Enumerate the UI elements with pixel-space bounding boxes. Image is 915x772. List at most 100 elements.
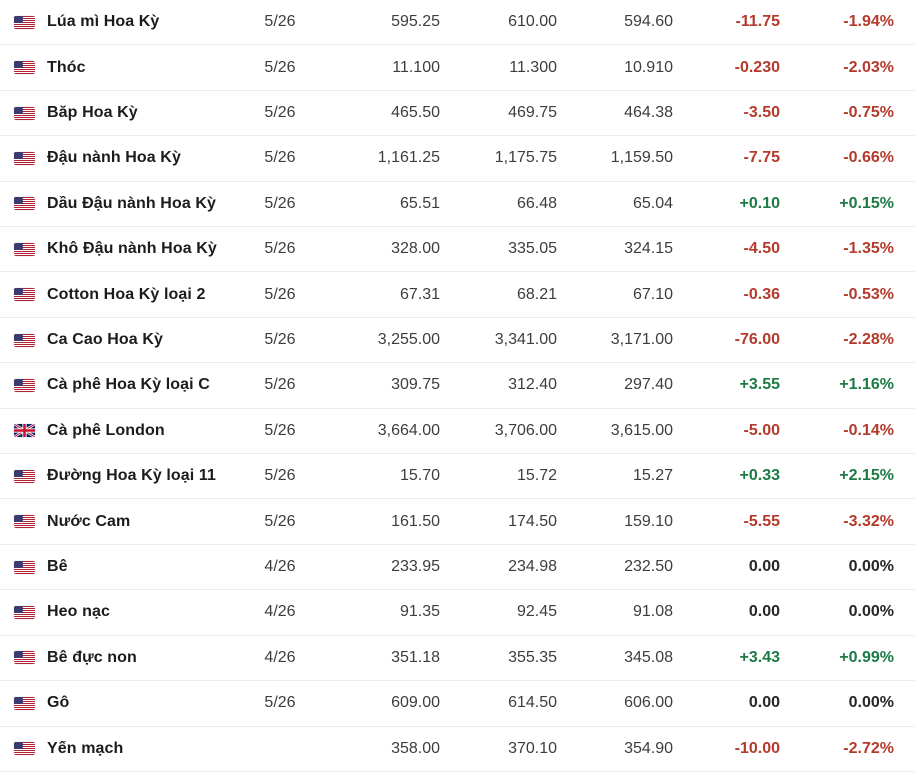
change-percent: +0.15%	[839, 194, 894, 212]
us-flag-icon	[14, 515, 35, 529]
table-row[interactable]: Yến mạch 358.00 370.10 354.90 -10.00 -2.…	[0, 726, 915, 772]
low-price: 67.10	[632, 285, 673, 303]
high-price: 370.10	[508, 739, 557, 757]
table-row[interactable]: Thóc 5/26 11.100 11.300 10.910 -0.230 -2…	[0, 45, 915, 91]
table-row[interactable]: Khô Đậu nành Hoa Kỳ 5/26 328.00 335.05 3…	[0, 227, 915, 273]
us-flag-icon	[14, 242, 35, 256]
high-price: 174.50	[508, 512, 557, 530]
table-row[interactable]: Bê đực non 4/26 351.18 355.35 345.08 +3.…	[0, 635, 915, 682]
low-price: 297.40	[624, 376, 673, 394]
last-price: 3,664.00	[377, 421, 440, 439]
commodity-name-link[interactable]: Heo nạc	[47, 604, 110, 621]
contract-month: 5/26	[264, 104, 296, 122]
table-row[interactable]: Bắp Hoa Kỳ 5/26 465.50 469.75 464.38 -3.…	[0, 90, 915, 137]
table-row[interactable]: Lúa mì Hoa Kỳ 5/26 595.25 610.00 594.60 …	[0, 0, 915, 46]
table-row[interactable]: Cà phê Hoa Kỳ loại C 5/26 309.75 312.40 …	[0, 363, 915, 409]
us-flag-icon	[14, 378, 35, 392]
high-price: 610.00	[508, 13, 557, 31]
us-flag-icon	[14, 288, 35, 302]
last-price: 15.70	[399, 467, 440, 485]
low-price: 1,159.50	[610, 149, 673, 167]
commodity-name-link[interactable]: Khô Đậu nành Hoa Kỳ	[47, 241, 217, 258]
table-row[interactable]: Ca Cao Hoa Kỳ 5/26 3,255.00 3,341.00 3,1…	[0, 317, 915, 364]
us-flag-icon	[14, 469, 35, 483]
change-value: 0.00	[748, 558, 780, 576]
commodity-name-link[interactable]: Cà phê London	[47, 422, 165, 439]
last-price: 233.95	[391, 558, 440, 576]
us-flag-icon	[14, 696, 35, 710]
change-value: +3.43	[739, 648, 780, 666]
table-row[interactable]: Dầu Đậu nành Hoa Kỳ 5/26 65.51 66.48 65.…	[0, 181, 915, 228]
commodity-name-link[interactable]: Ca Cao Hoa Kỳ	[47, 332, 163, 349]
commodity-name-link[interactable]: Gỗ	[47, 695, 70, 712]
contract-month: 5/26	[264, 331, 296, 349]
commodity-name-link[interactable]: Thóc	[47, 59, 86, 76]
change-value: -5.00	[743, 421, 780, 439]
contract-month: 5/26	[264, 13, 296, 31]
table-row[interactable]: Bê 4/26 233.95 234.98 232.50 0.00 0.00%	[0, 544, 915, 591]
table-row[interactable]: Đường Hoa Kỳ loại 11 5/26 15.70 15.72 15…	[0, 454, 915, 500]
low-price: 159.10	[624, 512, 673, 530]
change-value: -3.50	[743, 104, 780, 122]
commodity-name-link[interactable]: Dầu Đậu nành Hoa Kỳ	[47, 195, 217, 212]
commodity-name-link[interactable]: Cà phê Hoa Kỳ loại C	[47, 377, 210, 394]
table-row[interactable]: Cà phê London 5/26 3,664.00 3,706.00 3,6…	[0, 408, 915, 455]
us-flag-icon	[14, 61, 35, 75]
last-price: 91.35	[399, 603, 440, 621]
contract-month: 5/26	[264, 694, 296, 712]
low-price: 606.00	[624, 694, 673, 712]
contract-month: 4/26	[264, 603, 296, 621]
table-row[interactable]: Nước Cam 5/26 161.50 174.50 159.10 -5.55…	[0, 499, 915, 545]
low-price: 3,615.00	[610, 421, 673, 439]
commodity-name-link[interactable]: Lúa mì Hoa Kỳ	[47, 14, 160, 31]
last-price: 67.31	[399, 285, 440, 303]
commodity-name-link[interactable]: Nước Cam	[47, 513, 131, 530]
contract-month: 5/26	[264, 376, 296, 394]
commodity-name-link[interactable]: Bắp Hoa Kỳ	[47, 105, 138, 122]
contract-month: 5/26	[264, 467, 296, 485]
commodity-name-link[interactable]: Đậu nành Hoa Kỳ	[47, 150, 181, 167]
last-price: 465.50	[391, 104, 440, 122]
change-percent: +0.99%	[839, 648, 894, 666]
commodity-name-link[interactable]: Cotton Hoa Kỳ loại 2	[47, 286, 206, 303]
low-price: 594.60	[624, 13, 673, 31]
change-percent: -0.75%	[843, 104, 894, 122]
last-price: 1,161.25	[377, 149, 440, 167]
uk-flag-icon	[14, 424, 35, 438]
low-price: 10.910	[624, 58, 673, 76]
change-value: -76.00	[734, 331, 780, 349]
us-flag-icon	[14, 197, 35, 211]
commodity-name-link[interactable]: Yến mạch	[47, 740, 124, 757]
us-flag-icon	[14, 333, 35, 347]
change-value: 0.00	[748, 694, 780, 712]
high-price: 234.98	[508, 558, 557, 576]
last-price: 595.25	[391, 13, 440, 31]
table-row[interactable]: Cotton Hoa Kỳ loại 2 5/26 67.31 68.21 67…	[0, 272, 915, 318]
low-price: 354.90	[624, 739, 673, 757]
low-price: 464.38	[624, 104, 673, 122]
contract-month: 4/26	[264, 648, 296, 666]
high-price: 355.35	[508, 648, 557, 666]
change-percent: -0.53%	[843, 285, 894, 303]
last-price: 358.00	[391, 739, 440, 757]
commodity-name-link[interactable]: Bê	[47, 559, 68, 576]
high-price: 68.21	[516, 285, 557, 303]
high-price: 1,175.75	[494, 149, 557, 167]
contract-month: 4/26	[264, 558, 296, 576]
contract-month: 5/26	[264, 194, 296, 212]
last-price: 328.00	[391, 240, 440, 258]
change-value: -11.75	[735, 13, 780, 31]
low-price: 232.50	[624, 558, 673, 576]
us-flag-icon	[14, 605, 35, 619]
change-percent: -2.03%	[843, 58, 894, 76]
last-price: 3,255.00	[377, 331, 440, 349]
table-row[interactable]: Đậu nành Hoa Kỳ 5/26 1,161.25 1,175.75 1…	[0, 136, 915, 182]
commodity-name-link[interactable]: Đường Hoa Kỳ loại 11	[47, 468, 216, 485]
high-price: 614.50	[508, 694, 557, 712]
table-row[interactable]: Gỗ 5/26 609.00 614.50 606.00 0.00 0.00%	[0, 681, 915, 727]
commodity-name-link[interactable]: Bê đực non	[47, 649, 137, 666]
table-row[interactable]: Heo nạc 4/26 91.35 92.45 91.08 0.00 0.00…	[0, 590, 915, 636]
high-price: 92.45	[516, 603, 557, 621]
last-price: 609.00	[391, 694, 440, 712]
